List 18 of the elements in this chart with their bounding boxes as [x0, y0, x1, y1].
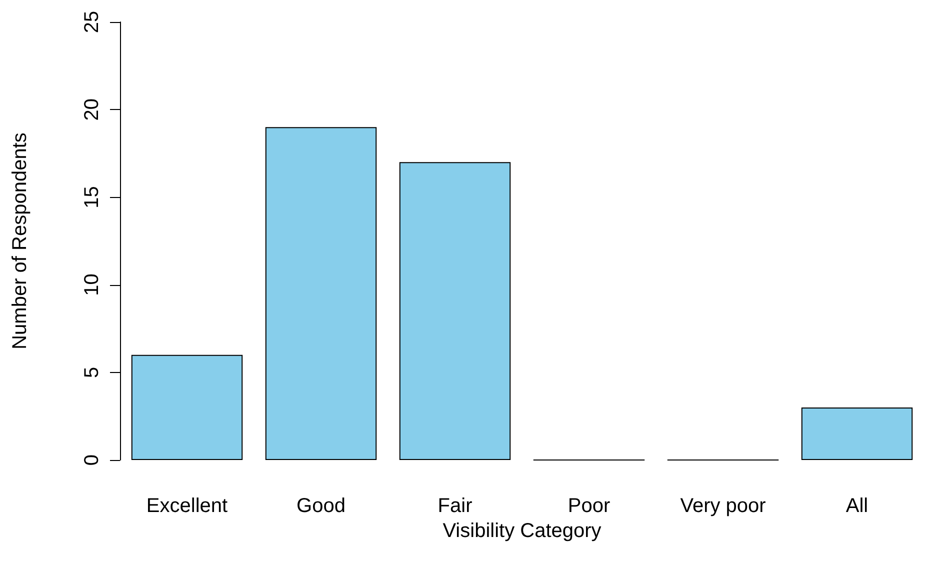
x-tick-label: All: [846, 495, 868, 517]
x-tick-label: Good: [296, 495, 346, 517]
bar: [131, 354, 243, 460]
y-tick-label: 5: [81, 366, 103, 378]
x-tick-label: Very poor: [680, 495, 766, 517]
y-tick-label: 0: [81, 454, 103, 466]
y-tick-label: 20: [81, 98, 103, 121]
y-tick-label: 15: [81, 186, 103, 208]
x-tick-label: Poor: [568, 495, 610, 517]
x-axis-title: Visibility Category: [442, 520, 602, 542]
bar: [399, 162, 511, 460]
x-tick-label: Excellent: [146, 495, 228, 517]
y-tick-label: 25: [81, 10, 103, 34]
y-axis-title: Number of Respondents: [9, 132, 31, 350]
bar: [801, 407, 913, 460]
y-tick-label: 10: [81, 274, 103, 296]
bar: [265, 127, 377, 460]
x-tick-label: Fair: [438, 495, 473, 517]
